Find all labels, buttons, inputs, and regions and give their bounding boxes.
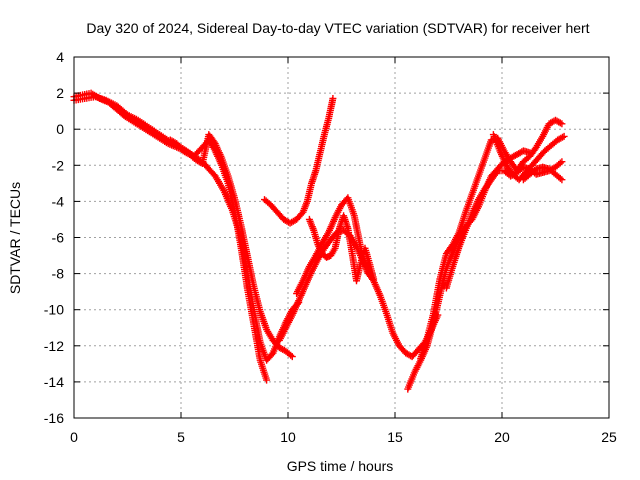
x-tick-label: 25 xyxy=(601,429,617,445)
x-tick-label: 5 xyxy=(177,429,185,445)
axis-ticks: 0 5 10 15 20 25 -16 -14 -12 -10 -8 -6 -4 -2 0 2 4 xyxy=(44,49,617,445)
y-tick-label: -14 xyxy=(44,374,64,390)
marker-path xyxy=(261,95,337,227)
x-tick-label: 0 xyxy=(70,429,78,445)
series-sat-k xyxy=(489,131,568,184)
y-tick-label: -6 xyxy=(52,230,65,246)
marker-path xyxy=(519,163,566,184)
series-sat-c xyxy=(166,131,296,361)
y-tick-label: -10 xyxy=(44,302,64,318)
series-sat-l xyxy=(519,163,566,184)
y-tick-label: -2 xyxy=(52,157,65,173)
series-sat-g xyxy=(305,212,378,285)
y-tick-label: -12 xyxy=(44,338,64,354)
y-tick-label: 4 xyxy=(56,49,64,65)
marker-path xyxy=(166,131,296,361)
chart-title: Day 320 of 2024, Sidereal Day-to-day VTE… xyxy=(86,20,589,36)
y-tick-label: 2 xyxy=(56,85,64,101)
grid-lines xyxy=(74,57,609,418)
y-tick-label: -8 xyxy=(52,266,65,282)
x-tick-label: 20 xyxy=(494,429,510,445)
marker-path xyxy=(305,212,378,285)
marker-path xyxy=(293,194,442,361)
data-series xyxy=(70,89,568,393)
y-tick-label: -4 xyxy=(52,193,65,209)
y-axis-title: SDTVAR / TECUs xyxy=(7,182,23,294)
series-sat-d xyxy=(261,95,337,227)
x-axis-title: GPS time / hours xyxy=(287,458,394,474)
y-tick-label: 0 xyxy=(56,121,64,137)
x-tick-label: 15 xyxy=(387,429,403,445)
y-tick-label: -16 xyxy=(44,410,64,426)
x-tick-label: 10 xyxy=(280,429,296,445)
series-sat-f xyxy=(293,194,442,361)
plot-frame xyxy=(73,56,610,419)
marker-path xyxy=(489,131,568,184)
